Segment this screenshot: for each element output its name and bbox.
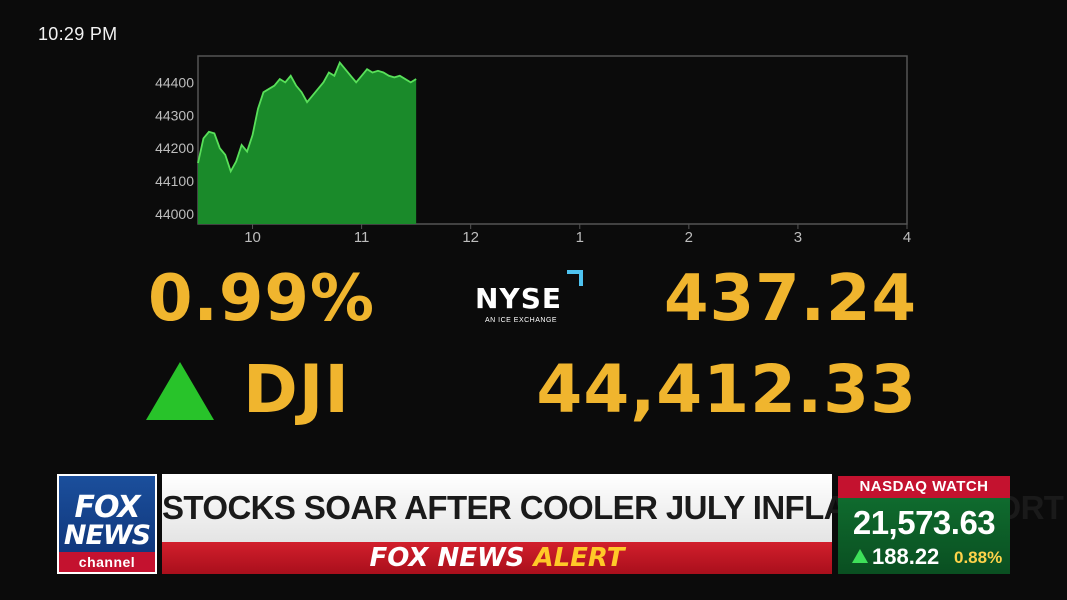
- series-area: [198, 62, 417, 225]
- y-tick-label: 44200: [155, 140, 194, 156]
- nasdaq-watch-label: NASDAQ WATCH: [838, 476, 1010, 498]
- alert-brand: FOX NEWS: [369, 543, 534, 573]
- y-tick-label: 44300: [155, 107, 194, 123]
- x-tick-label: 10: [244, 229, 261, 246]
- index-symbol: DJI: [243, 351, 350, 428]
- up-arrow-icon: [146, 362, 214, 420]
- nasdaq-up-arrow-icon: [852, 549, 868, 563]
- series-line: [197, 60, 417, 174]
- alert-label: ALERT: [533, 543, 625, 573]
- nyse-logo: NYSE AN ICE EXCHANGE: [475, 270, 590, 328]
- fox-news-logo: FOX NEWS channel: [57, 474, 157, 574]
- nasdaq-change: 188.22: [872, 544, 940, 569]
- nasdaq-percent: 0.88%: [954, 548, 1003, 567]
- y-tick-label: 44100: [155, 173, 194, 189]
- x-tick-label: 3: [794, 229, 802, 246]
- y-tick-label: 44400: [155, 74, 194, 90]
- x-tick-label: 11: [354, 229, 370, 246]
- point-change: 437.24: [664, 262, 917, 336]
- percent-change: 0.99%: [148, 262, 376, 336]
- x-tick-label: 12: [462, 229, 479, 246]
- fox-news-logo-bottom: NEWS: [63, 520, 151, 551]
- status-time: 10:29 PM: [38, 24, 118, 44]
- fox-news-alert-bar: FOX NEWS ALERT: [162, 542, 832, 574]
- y-tick-label: 44000: [155, 206, 194, 222]
- fox-news-logo-top: FOX: [74, 490, 140, 525]
- fox-news-logo-channel: channel: [59, 552, 155, 572]
- nyse-logo-subtitle: AN ICE EXCHANGE: [485, 317, 558, 324]
- index-level: 44,412.33: [536, 351, 917, 428]
- nyse-bracket-icon: [567, 270, 583, 286]
- nyse-logo-word: NYSE: [475, 282, 563, 315]
- chart-frame: [197, 55, 908, 225]
- x-tick-label: 2: [685, 229, 693, 246]
- nasdaq-value: 21,573.63: [852, 504, 996, 541]
- headline-banner: STOCKS SOAR AFTER COOLER JULY INFLATION …: [162, 474, 1064, 542]
- nasdaq-watch-panel: 21,573.63 188.22 0.88%: [838, 498, 1010, 574]
- x-tick-label: 1: [576, 229, 584, 246]
- x-tick-label: 4: [903, 229, 911, 246]
